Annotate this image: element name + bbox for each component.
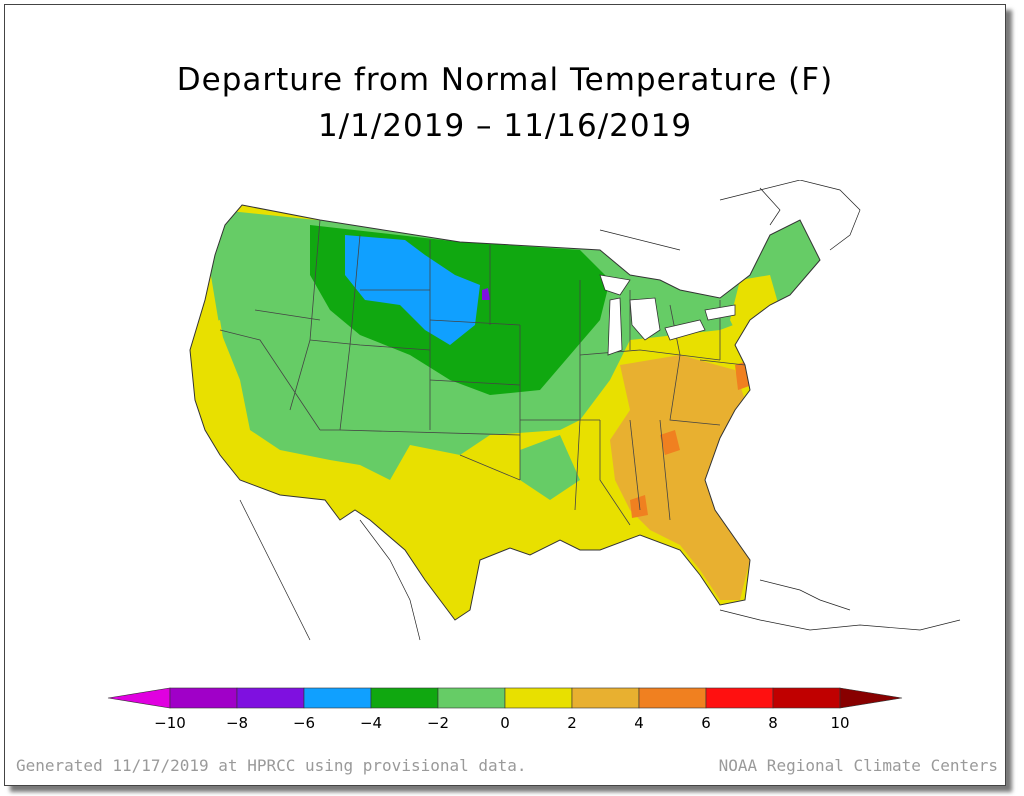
region-coast-warm [190, 320, 230, 420]
legend-bin [705, 687, 774, 709]
legend-bin-below-min [107, 687, 171, 709]
legend-tick-label: −4 [360, 714, 382, 732]
legend-tick-label: −2 [427, 714, 449, 732]
legend-bin [638, 687, 707, 709]
region-plus2-4 [610, 355, 750, 600]
credit-note: NOAA Regional Climate Centers [718, 756, 998, 775]
region-ne-warm [730, 275, 780, 340]
legend-bin-above-max [839, 687, 903, 709]
legend-tick-label: 10 [830, 714, 849, 732]
legend-bin [504, 687, 573, 709]
legend-bin [303, 687, 372, 709]
color-legend: −10 −8 −6 −4 −2 0 2 4 6 8 10 [107, 687, 903, 732]
region-plus4-6-b [630, 495, 648, 518]
us-outline [189, 204, 821, 621]
legend-bin [437, 687, 506, 709]
legend-bin [370, 687, 439, 709]
region-minus6-8 [482, 288, 490, 300]
great-lakes [599, 274, 736, 356]
map-subtitle: 1/1/2019 – 11/16/2019 [317, 108, 693, 144]
map-title: Departure from Normal Temperature (F) [176, 62, 834, 98]
legend-tick-label: 2 [567, 714, 577, 732]
state-borders [219, 219, 746, 526]
legend-bin [772, 687, 841, 709]
generated-note: Generated 11/17/2019 at HPRCC using prov… [16, 756, 527, 775]
legend-tick-label: 8 [768, 714, 778, 732]
legend-bin [236, 687, 305, 709]
legend-tick-label: 6 [701, 714, 711, 732]
legend-bin [571, 687, 640, 709]
temperature-departure-map [189, 180, 961, 641]
legend-bin [169, 687, 238, 709]
region-plus4-6-a [660, 430, 680, 455]
legend-tick-label: −10 [154, 714, 186, 732]
region-minus0-2-south [520, 435, 580, 500]
legend-tick-label: 0 [500, 714, 510, 732]
surrounding-coastlines [239, 180, 961, 641]
legend-tick-label: 4 [634, 714, 644, 732]
legend-tick-label: −6 [293, 714, 315, 732]
legend-tick-label: −8 [226, 714, 248, 732]
